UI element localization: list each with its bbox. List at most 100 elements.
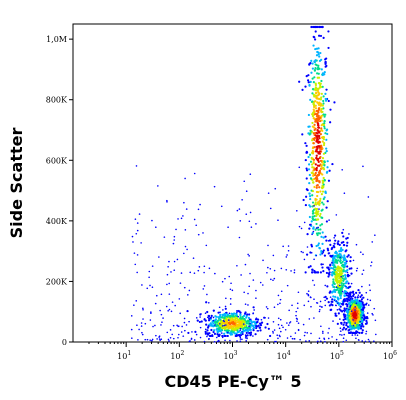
event-dot <box>277 323 280 326</box>
event-dot <box>188 320 190 323</box>
event-dot <box>188 289 191 292</box>
event-dot <box>151 265 154 267</box>
event-dot <box>348 321 352 324</box>
event-dot <box>340 279 343 282</box>
event-dot <box>311 92 314 95</box>
event-dot <box>184 329 186 332</box>
event-dot <box>315 227 318 229</box>
event-dot <box>334 251 337 254</box>
event-dot <box>277 303 279 306</box>
event-dot <box>207 332 209 335</box>
event-dot <box>310 25 313 29</box>
event-dot <box>341 168 343 171</box>
event-dot <box>280 290 283 293</box>
event-dot <box>362 314 365 317</box>
event-dot <box>322 197 325 201</box>
event-dot <box>252 320 255 323</box>
event-dot <box>244 303 247 305</box>
event-dot <box>141 284 143 286</box>
event-dot <box>148 276 150 279</box>
event-dot <box>318 247 322 250</box>
event-dot <box>322 236 325 239</box>
event-dot <box>245 335 247 337</box>
event-dot <box>357 294 360 296</box>
event-dot <box>360 294 363 297</box>
scatter-points <box>130 25 377 343</box>
event-dot <box>168 340 170 342</box>
event-dot <box>315 186 318 189</box>
event-dot <box>142 307 144 310</box>
event-dot <box>348 267 351 270</box>
event-dot <box>346 271 349 274</box>
event-dot <box>173 260 176 263</box>
event-dot <box>342 337 345 340</box>
event-dot <box>366 312 369 314</box>
event-dot <box>298 80 301 83</box>
event-dot <box>318 82 321 85</box>
event-dot <box>343 291 346 294</box>
event-dot <box>215 315 218 318</box>
event-dot <box>168 260 170 263</box>
event-dot <box>370 264 372 267</box>
x-tick-label: 105 <box>330 350 344 361</box>
event-dot <box>274 187 277 190</box>
event-dot <box>241 317 244 320</box>
event-dot <box>322 102 325 105</box>
event-dot <box>320 79 323 83</box>
event-dot <box>344 259 347 262</box>
event-dot <box>321 85 324 88</box>
event-dot <box>184 245 187 248</box>
event-dot <box>277 219 279 222</box>
event-dot <box>333 289 336 292</box>
event-dot <box>354 299 357 302</box>
event-dot <box>312 126 316 129</box>
event-dot <box>343 309 347 312</box>
event-dot <box>311 189 315 193</box>
event-dot <box>324 304 327 307</box>
event-dot <box>295 310 298 313</box>
event-dot <box>229 331 233 334</box>
event-dot <box>320 325 322 328</box>
event-dot <box>331 246 334 249</box>
event-dot <box>356 334 359 337</box>
event-dot <box>312 172 315 176</box>
event-dot <box>347 282 350 285</box>
event-dot <box>165 305 168 308</box>
event-dot <box>140 322 143 324</box>
event-dot <box>209 334 212 338</box>
event-dot <box>311 77 314 80</box>
event-dot <box>360 305 363 308</box>
event-dot <box>359 295 362 298</box>
event-dot <box>249 331 253 334</box>
event-dot <box>303 258 306 261</box>
event-dot <box>223 332 226 335</box>
event-dot <box>130 328 133 331</box>
event-dot <box>134 218 137 220</box>
event-dot <box>258 326 262 329</box>
event-dot <box>342 323 345 326</box>
event-dot <box>360 308 363 311</box>
event-dot <box>244 263 247 266</box>
event-dot <box>334 239 337 242</box>
event-dot <box>233 319 237 322</box>
event-dot <box>352 294 355 298</box>
event-dot <box>236 340 238 342</box>
event-dot <box>322 203 325 206</box>
event-dot <box>267 327 270 330</box>
event-dot <box>221 316 224 319</box>
event-dot <box>318 150 322 153</box>
event-dot <box>315 176 318 179</box>
event-dot <box>314 112 317 116</box>
event-dot <box>287 249 290 252</box>
event-dot <box>316 213 320 216</box>
event-dot <box>361 301 364 304</box>
event-dot <box>315 214 318 218</box>
event-dot <box>287 245 290 247</box>
event-dot <box>158 338 161 340</box>
event-dot <box>322 138 326 141</box>
event-dot <box>321 190 325 193</box>
event-dot <box>203 265 206 268</box>
event-dot <box>341 334 343 336</box>
event-dot <box>306 233 309 236</box>
